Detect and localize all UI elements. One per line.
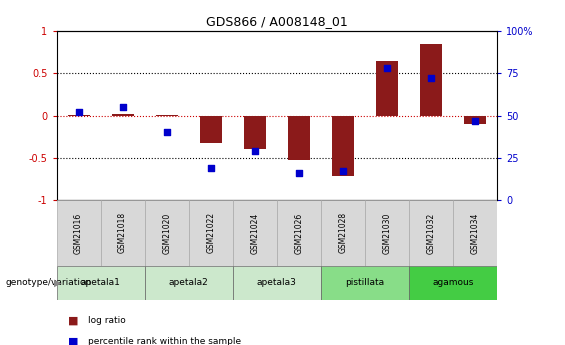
Text: log ratio: log ratio	[88, 316, 125, 325]
Point	[338, 169, 347, 174]
Text: GSM21034: GSM21034	[471, 212, 480, 254]
Bar	[56, 266, 145, 300]
Bar	[321, 200, 365, 266]
Bar	[199, 116, 221, 142]
Bar	[376, 61, 398, 116]
Bar	[68, 115, 89, 116]
Text: apetala1: apetala1	[81, 278, 120, 287]
Point	[118, 104, 127, 110]
Text: GSM21026: GSM21026	[294, 212, 303, 254]
Text: GSM21030: GSM21030	[383, 212, 392, 254]
Bar	[233, 266, 321, 300]
Point	[427, 76, 436, 81]
Text: ▶: ▶	[54, 278, 61, 288]
Point	[162, 130, 171, 135]
Text: GSM21032: GSM21032	[427, 212, 436, 254]
Bar	[321, 266, 409, 300]
Bar	[409, 200, 453, 266]
Bar	[145, 200, 189, 266]
Bar	[145, 266, 233, 300]
Text: apetala3: apetala3	[257, 278, 297, 287]
Text: pistillata: pistillata	[345, 278, 385, 287]
Bar	[464, 116, 486, 124]
Text: GSM21028: GSM21028	[338, 212, 347, 254]
Text: GSM21016: GSM21016	[74, 212, 83, 254]
Bar	[155, 115, 177, 116]
Text: GSM21020: GSM21020	[162, 212, 171, 254]
Bar	[365, 200, 409, 266]
Bar	[453, 200, 497, 266]
Point	[206, 165, 215, 171]
Text: ■: ■	[68, 337, 79, 345]
Text: GSM21018: GSM21018	[118, 212, 127, 254]
Bar	[244, 116, 266, 149]
Bar	[277, 200, 321, 266]
Bar	[288, 116, 310, 159]
Bar	[420, 44, 442, 116]
Point	[471, 118, 480, 124]
Point	[383, 66, 392, 71]
Text: GSM21022: GSM21022	[206, 212, 215, 254]
Bar	[111, 114, 133, 116]
Title: GDS866 / A008148_01: GDS866 / A008148_01	[206, 16, 347, 29]
Bar	[189, 200, 233, 266]
Text: percentile rank within the sample: percentile rank within the sample	[88, 337, 241, 345]
Point	[74, 109, 83, 115]
Bar	[332, 116, 354, 176]
Bar	[101, 200, 145, 266]
Text: ■: ■	[68, 316, 79, 326]
Point	[250, 148, 259, 154]
Bar	[409, 266, 497, 300]
Bar	[56, 200, 101, 266]
Text: genotype/variation: genotype/variation	[6, 278, 92, 287]
Bar	[233, 200, 277, 266]
Text: GSM21024: GSM21024	[250, 212, 259, 254]
Text: agamous: agamous	[432, 278, 474, 287]
Point	[294, 170, 303, 176]
Text: apetala2: apetala2	[169, 278, 208, 287]
